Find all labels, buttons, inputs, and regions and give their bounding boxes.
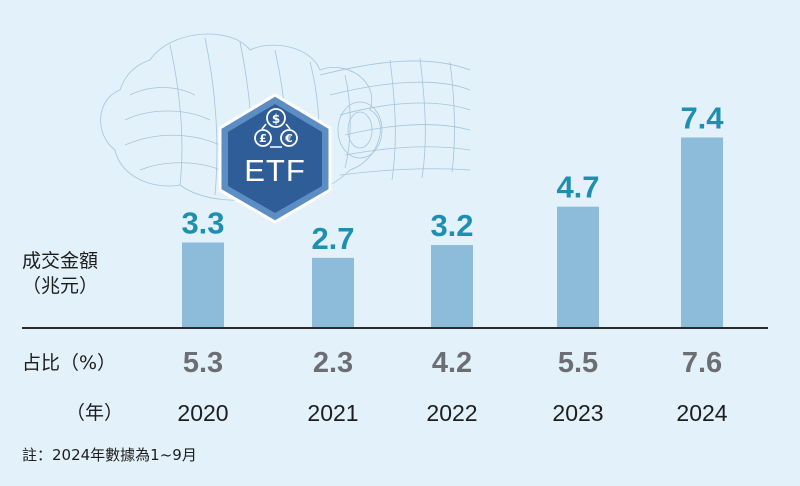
share-value-2022: 4.2: [432, 347, 472, 379]
bar-2020: [182, 242, 224, 327]
etf-badge-text: ETF: [244, 153, 306, 188]
year-label-2020: 2020: [177, 400, 228, 426]
euro-glyph: €: [284, 132, 293, 145]
etf-badge: $ £ € ETF: [218, 93, 332, 224]
bar-value-label-2020: 3.3: [181, 205, 224, 240]
footnote: 註：2024年數據為1~9月: [22, 446, 197, 464]
share-value-2021: 2.3: [313, 347, 353, 379]
bar-2024: [681, 137, 723, 327]
bar-value-label-2023: 4.7: [556, 170, 599, 205]
share-row-label: 占比（%）: [22, 352, 116, 374]
dollar-glyph: $: [272, 112, 280, 126]
hand-mesh-illustration: [100, 33, 471, 201]
bar-value-label-2024: 7.4: [680, 100, 724, 135]
bar-value-labels: 3.3 2.7 3.2 4.7 7.4: [181, 100, 724, 255]
bars-group: [182, 137, 723, 327]
share-value-2024: 7.6: [682, 347, 722, 379]
xlabel: （年）: [66, 402, 123, 424]
bar-value-label-2022: 3.2: [430, 208, 473, 243]
bar-2022: [431, 245, 473, 327]
euro-coin-icon: €: [280, 129, 298, 147]
year-label-2024: 2024: [676, 400, 727, 426]
cycle-arrows-icon: [261, 123, 291, 148]
bar-2021: [312, 257, 354, 327]
bar-2023: [557, 206, 599, 327]
share-value-labels: 5.3 2.3 4.2 5.5 7.6: [183, 347, 722, 379]
year-label-2023: 2023: [552, 400, 603, 426]
ylabel-line-1: 成交金額: [22, 250, 98, 272]
share-value-2020: 5.3: [183, 347, 223, 379]
bar-value-label-2021: 2.7: [311, 221, 354, 256]
share-value-2023: 5.5: [558, 347, 598, 379]
year-label-2021: 2021: [307, 400, 358, 426]
year-labels: 2020 2021 2022 2023 2024: [177, 400, 727, 426]
dollar-coin-icon: $: [266, 108, 286, 128]
year-label-2022: 2022: [426, 400, 477, 426]
pound-coin-icon: £: [254, 129, 272, 147]
etf-badge-inner: [228, 104, 322, 213]
pound-glyph: £: [259, 132, 267, 145]
ylabel-line-2: （兆元）: [22, 275, 98, 297]
